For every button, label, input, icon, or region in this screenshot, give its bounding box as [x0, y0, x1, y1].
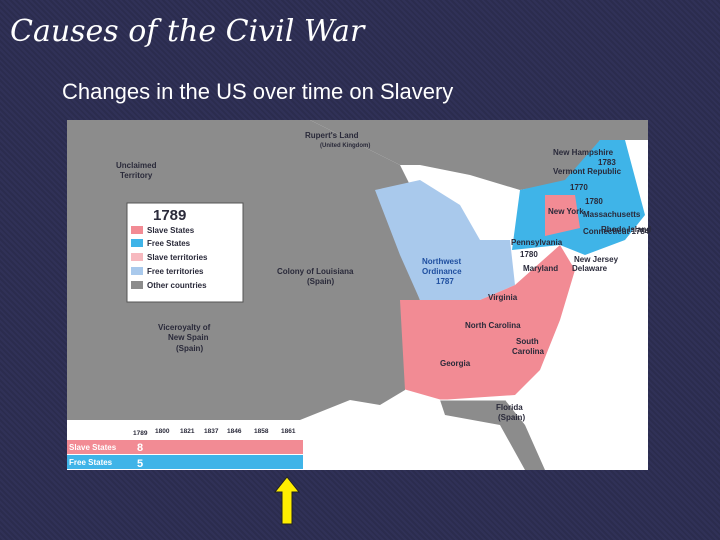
canada — [310, 120, 648, 190]
map-label: Rupert's Land — [305, 131, 359, 140]
map-label: (Spain) — [176, 344, 203, 353]
legend-item: Free States — [147, 239, 191, 248]
timeline-year: 1837 — [204, 428, 219, 435]
map-label: 1780 — [585, 197, 603, 206]
timeline-year: 1858 — [254, 428, 269, 435]
map-label: Massachusetts — [583, 210, 641, 219]
map-label: Unclaimed — [116, 161, 157, 170]
map-label: North Carolina — [465, 321, 521, 330]
timeline-row — [67, 440, 303, 454]
legend-item: Free territories — [147, 267, 204, 276]
map-label: (Spain) — [307, 277, 334, 286]
map-label: Virginia — [488, 293, 518, 302]
map-label: New York — [548, 207, 584, 216]
legend-swatch — [131, 226, 143, 234]
northwest-territory — [375, 180, 515, 300]
map-label: Vermont Republic — [553, 167, 622, 176]
border — [404, 389, 505, 401]
legend-swatch — [131, 253, 143, 261]
map-label: Rhode Island — [601, 225, 651, 234]
timeline-row — [67, 455, 303, 469]
map-label: 1783 — [598, 158, 616, 167]
slave-states — [400, 245, 575, 400]
timeline-year: 1846 — [227, 428, 242, 435]
map-label: Pennsylvania — [511, 238, 563, 247]
map-label: New Spain — [168, 333, 209, 342]
map-label: Colony of Louisiana — [277, 267, 354, 276]
legend-item: Slave States — [147, 226, 195, 235]
map-label: 1780 — [520, 250, 538, 259]
map-label: (United Kingdom) — [320, 143, 370, 149]
slide-title: Causes of the Civil War — [10, 14, 365, 49]
timeline-row-label: Slave States — [69, 443, 117, 452]
map-label: Carolina — [512, 347, 545, 356]
map-label: Florida — [496, 403, 523, 412]
map-label: Connecticut 1784 — [583, 227, 650, 236]
legend-swatch — [131, 239, 143, 247]
new-york — [545, 195, 580, 236]
legend-title: 1789 — [153, 207, 186, 224]
map-label: New Hampshire — [553, 148, 614, 157]
slide-subtitle: Changes in the US over time on Slavery — [62, 79, 454, 104]
map-label: (Spain) — [498, 413, 525, 422]
map-label: Northwest — [422, 257, 461, 266]
map-label: Georgia — [440, 359, 471, 368]
map-label: Ordinance — [422, 267, 462, 276]
map-label: South — [516, 337, 539, 346]
timeline-year: 1861 — [281, 428, 296, 435]
map-label: 1787 — [436, 277, 454, 286]
legend-swatch — [131, 267, 143, 275]
map-label: Territory — [120, 171, 153, 180]
timeline-row-label: Free States — [69, 458, 113, 467]
map-label: Delaware — [572, 264, 608, 273]
timeline-year: 1800 — [155, 428, 170, 435]
legend-item: Slave territories — [147, 253, 208, 262]
timeline-year: 1821 — [180, 428, 195, 435]
timeline-count: 5 — [137, 458, 143, 470]
arrow — [273, 476, 301, 525]
legend-swatch — [131, 281, 143, 289]
timeline-year: 1789 — [133, 430, 148, 437]
map-label: Viceroyalty of — [158, 323, 211, 332]
map-label: New Jersey — [574, 255, 619, 264]
map-label: Maryland — [523, 264, 558, 273]
florida — [440, 400, 545, 470]
legend-box — [126, 202, 244, 303]
legend-item: Other countries — [147, 281, 207, 290]
map-label: 1770 — [570, 183, 588, 192]
timeline-count: 8 — [137, 442, 143, 454]
